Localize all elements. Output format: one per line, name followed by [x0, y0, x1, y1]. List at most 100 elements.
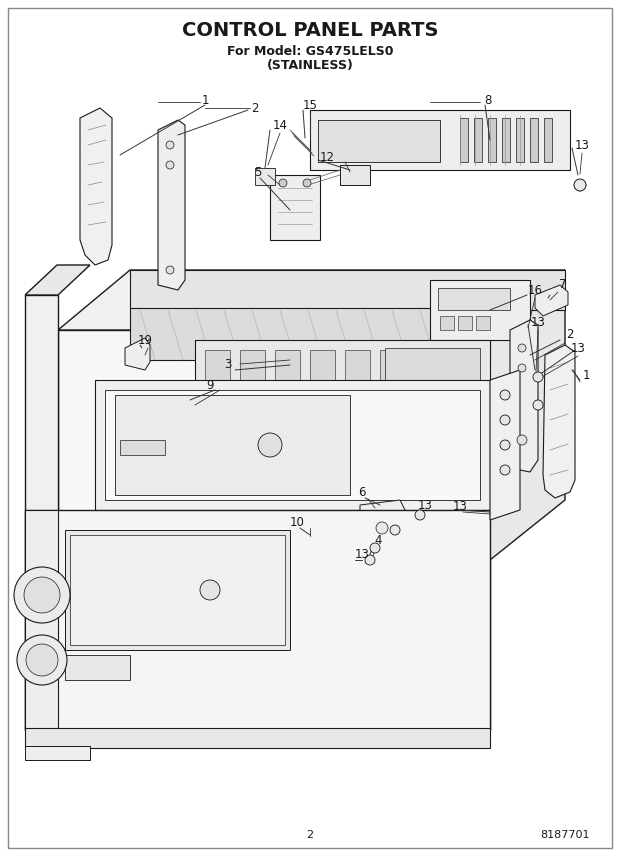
Polygon shape	[474, 118, 482, 162]
Polygon shape	[380, 350, 405, 380]
Polygon shape	[535, 285, 568, 316]
Polygon shape	[490, 270, 565, 560]
Circle shape	[500, 440, 510, 450]
Circle shape	[376, 522, 388, 534]
Polygon shape	[195, 340, 490, 390]
Polygon shape	[65, 655, 130, 680]
Circle shape	[166, 161, 174, 169]
Circle shape	[500, 415, 510, 425]
Polygon shape	[440, 316, 454, 330]
Polygon shape	[543, 345, 575, 498]
Circle shape	[279, 179, 287, 187]
Polygon shape	[385, 348, 480, 385]
Polygon shape	[516, 118, 524, 162]
Circle shape	[370, 543, 380, 553]
Text: 2: 2	[251, 102, 259, 115]
Polygon shape	[25, 295, 58, 730]
Text: 5: 5	[254, 165, 262, 179]
Polygon shape	[340, 165, 370, 185]
Polygon shape	[25, 265, 90, 295]
Text: 8: 8	[484, 93, 492, 106]
Text: 13: 13	[355, 549, 370, 562]
Polygon shape	[120, 440, 165, 455]
Polygon shape	[270, 175, 320, 240]
Polygon shape	[65, 530, 290, 650]
Circle shape	[258, 433, 282, 457]
Polygon shape	[458, 316, 472, 330]
Polygon shape	[310, 350, 335, 380]
Polygon shape	[205, 350, 230, 380]
Circle shape	[390, 525, 400, 535]
Circle shape	[14, 567, 70, 623]
Text: 8187701: 8187701	[540, 830, 590, 840]
Polygon shape	[502, 118, 510, 162]
Polygon shape	[158, 120, 185, 290]
Polygon shape	[25, 510, 490, 730]
Polygon shape	[490, 370, 520, 520]
Text: 3: 3	[224, 358, 232, 371]
Circle shape	[200, 580, 220, 600]
Circle shape	[574, 179, 586, 191]
Circle shape	[533, 372, 543, 382]
Circle shape	[518, 364, 526, 372]
Text: eReplacementParts.com: eReplacementParts.com	[234, 463, 386, 477]
Text: 13: 13	[531, 316, 546, 329]
Polygon shape	[25, 728, 490, 748]
Polygon shape	[310, 110, 570, 170]
Polygon shape	[115, 395, 350, 495]
Text: 19: 19	[138, 334, 153, 347]
Text: 7: 7	[559, 278, 567, 292]
Polygon shape	[240, 350, 265, 380]
Text: 4: 4	[374, 533, 382, 546]
Text: 13: 13	[570, 342, 585, 354]
Circle shape	[166, 141, 174, 149]
Circle shape	[365, 555, 375, 565]
Circle shape	[17, 635, 67, 685]
Circle shape	[500, 390, 510, 400]
Text: 2: 2	[566, 329, 574, 342]
Polygon shape	[255, 168, 275, 185]
Polygon shape	[125, 338, 150, 370]
Text: 10: 10	[290, 516, 304, 530]
Polygon shape	[488, 118, 496, 162]
Text: CONTROL PANEL PARTS: CONTROL PANEL PARTS	[182, 21, 438, 39]
Polygon shape	[25, 510, 58, 730]
Polygon shape	[130, 270, 565, 310]
Text: 2: 2	[306, 830, 314, 840]
Polygon shape	[430, 280, 530, 340]
Circle shape	[500, 465, 510, 475]
Text: For Model: GS475LELS0: For Model: GS475LELS0	[227, 45, 393, 57]
Polygon shape	[544, 118, 552, 162]
Circle shape	[303, 179, 311, 187]
Polygon shape	[70, 535, 285, 645]
Polygon shape	[58, 270, 565, 330]
Circle shape	[24, 577, 60, 613]
Text: 1: 1	[202, 93, 209, 106]
Polygon shape	[345, 350, 370, 380]
Text: (STAINLESS): (STAINLESS)	[267, 58, 353, 72]
Text: 13: 13	[453, 500, 467, 513]
Polygon shape	[530, 118, 538, 162]
Polygon shape	[58, 330, 490, 730]
Text: 13: 13	[575, 139, 590, 152]
Polygon shape	[275, 350, 300, 380]
Text: 15: 15	[303, 98, 317, 111]
Text: 9: 9	[206, 378, 214, 391]
Text: 13: 13	[417, 498, 432, 512]
Circle shape	[533, 400, 543, 410]
Polygon shape	[95, 380, 490, 510]
Polygon shape	[25, 746, 90, 760]
Polygon shape	[438, 288, 510, 310]
Text: 12: 12	[319, 151, 335, 163]
Polygon shape	[130, 308, 490, 360]
Circle shape	[517, 435, 527, 445]
Circle shape	[518, 344, 526, 352]
Polygon shape	[460, 118, 468, 162]
Polygon shape	[80, 108, 112, 265]
Polygon shape	[105, 390, 480, 500]
Polygon shape	[476, 316, 490, 330]
Polygon shape	[318, 120, 440, 162]
Polygon shape	[295, 525, 335, 572]
Polygon shape	[360, 500, 405, 555]
Circle shape	[166, 266, 174, 274]
